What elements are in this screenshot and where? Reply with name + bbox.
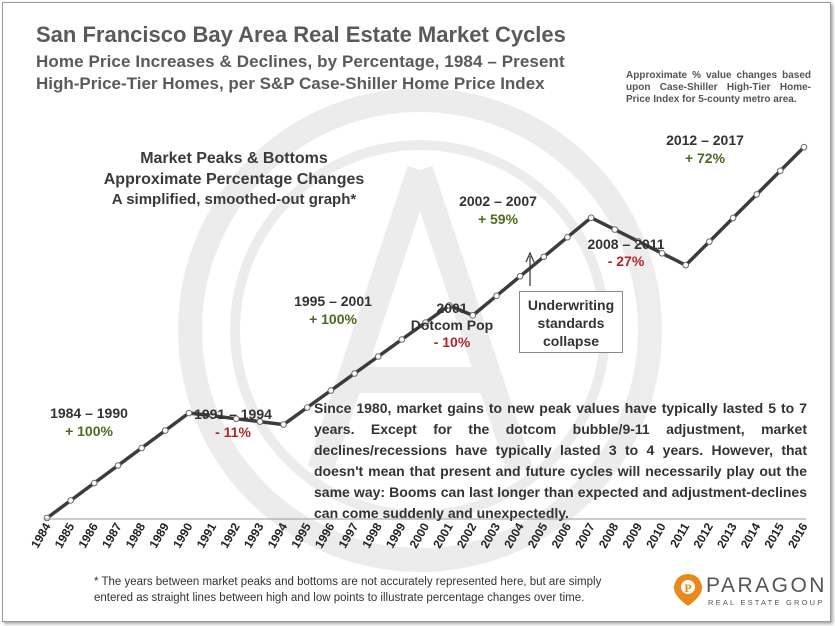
data-point-2014 (753, 191, 760, 198)
data-point-2004 (516, 272, 524, 280)
x-tick-label: 1989 (146, 520, 172, 550)
caption-line-1: Market Peaks & Bottoms (140, 150, 328, 167)
period-change: + 59% (477, 211, 519, 227)
x-tick-label: 2014 (738, 520, 764, 550)
data-point-1995 (303, 404, 311, 411)
annotation-arrow (525, 251, 535, 286)
annotation-line-1: Underwriting (527, 297, 615, 313)
caption-line-3: A simplified, smoothed-out graph* (111, 191, 357, 208)
source-note: Approximate % value changes based upon C… (626, 70, 811, 105)
data-point-2001 (445, 302, 453, 309)
x-tick-label: 2007 (572, 520, 598, 550)
x-tick-label: 1990 (170, 520, 196, 550)
line-series (43, 143, 808, 522)
x-tick-label: 2015 (761, 520, 787, 550)
period-label: 2002 – 2007 (459, 193, 537, 209)
chart-subtitle-secondary: High-Price-Tier Homes, per S&P Case-Shil… (36, 74, 545, 93)
x-tick-label: 1984 (28, 520, 54, 550)
svg-text:P: P (684, 581, 691, 595)
period-label: 2012 – 2017 (666, 132, 744, 148)
period-change: + 72% (684, 150, 726, 166)
data-point-2007 (587, 214, 595, 221)
x-tick-label: 1991 (194, 520, 220, 550)
data-point-2016 (800, 143, 808, 151)
data-point-1991 (209, 412, 216, 420)
chart-subtitle: Home Price Increases & Declines, by Perc… (36, 52, 565, 71)
data-point-1988 (138, 444, 145, 452)
data-point-2002 (469, 312, 477, 319)
data-point-2012 (706, 238, 713, 245)
data-point-1984 (43, 514, 51, 522)
x-tick-label: 2009 (620, 520, 646, 550)
data-point-1994 (280, 421, 287, 428)
period-label: 2008 – 2011 (587, 236, 665, 252)
x-tick-label: 1993 (241, 520, 267, 550)
period-change: - 11% (215, 424, 251, 440)
data-point-1999 (398, 336, 406, 343)
data-point-2006 (564, 233, 571, 241)
data-point-1992 (232, 415, 240, 423)
x-tick-label: 2013 (714, 520, 740, 550)
x-tick-label: 1992 (217, 520, 243, 550)
data-point-2015 (777, 167, 784, 175)
data-point-1993 (256, 418, 264, 425)
x-tick-label: 2011 (667, 520, 692, 550)
x-tick-label: 1985 (52, 520, 78, 550)
x-tick-label: 2016 (785, 520, 811, 550)
chart-title: San Francisco Bay Area Real Estate Marke… (36, 22, 566, 47)
period-change: - 27% (607, 253, 645, 269)
period-change: + 100% (65, 423, 113, 439)
annotation-line-2: standards (537, 315, 605, 331)
period-label: 2001 (436, 300, 468, 316)
data-point-1987 (114, 462, 122, 469)
paragon-logo-icon: P (674, 574, 702, 606)
x-tick-label: 2012 (690, 520, 716, 550)
data-point-2013 (729, 214, 737, 222)
period-change: + 100% (309, 311, 357, 327)
data-point-2010 (658, 249, 666, 257)
data-point-1989 (161, 427, 169, 434)
data-point-2008 (611, 226, 619, 233)
logo-tagline: REAL ESTATE GROUP (708, 598, 825, 607)
footnote: * The years between market peaks and bot… (94, 576, 602, 604)
data-point-2003 (493, 292, 500, 300)
caption-line-2: Approximate Percentage Changes (103, 171, 365, 188)
x-tick-label: 2000 (407, 520, 433, 550)
data-point-2009 (635, 238, 642, 245)
data-point-2011 (682, 261, 690, 269)
annotation-line-3: collapse (542, 333, 600, 349)
annotation-box: Underwriting standards collapse (519, 291, 623, 353)
data-point-1986 (91, 479, 98, 487)
x-tick-label: 1988 (123, 520, 149, 550)
data-point-1998 (374, 353, 382, 360)
data-point-1996 (327, 387, 335, 394)
period-label: 1984 – 1990 (50, 405, 128, 421)
data-point-2005 (540, 253, 548, 261)
data-point-2000 (422, 319, 429, 326)
x-tick-label: 2010 (643, 520, 669, 550)
data-point-1990 (185, 409, 193, 417)
data-point-1997 (351, 370, 358, 377)
period-sublabel: Dotcom Pop (410, 317, 494, 333)
period-label: 1991 – 1994 (194, 406, 272, 422)
period-label: 1995 – 2001 (294, 293, 372, 309)
period-change: - 10% (433, 334, 471, 350)
logo-wordmark: PARAGON (706, 574, 827, 597)
x-tick-label: 1986 (75, 520, 101, 550)
x-tick-label: 2008 (596, 520, 622, 550)
explanation-paragraph: Since 1980, market gains to new peak val… (314, 400, 807, 521)
data-point-1985 (67, 497, 74, 504)
x-tick-label: 1999 (383, 520, 409, 550)
x-tick-label: 1987 (99, 520, 125, 550)
